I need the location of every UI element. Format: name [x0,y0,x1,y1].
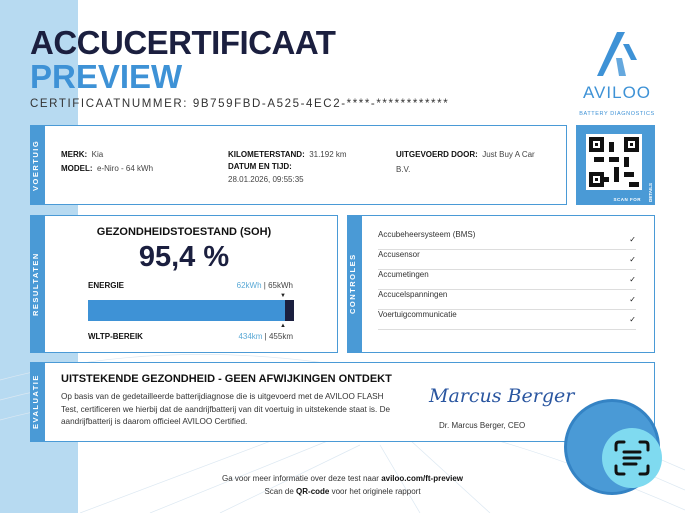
evaluation-text: Op basis van de gedetailleerde batterijd… [61,392,391,426]
merk-label: MERK: [61,150,88,159]
energy-separator: | [261,281,269,290]
logo-mark-icon [597,32,637,76]
soh-value: 95,4 % [138,241,230,273]
check-icon: ✓ [629,255,636,264]
range-nominal: 455km [268,332,293,341]
km-label: KILOMETERSTAND: [228,150,305,159]
certificate-title: ACCUCERTIFICAAT [30,24,336,61]
footer-qr-label: QR-code [296,487,330,496]
certificate-number: CERTIFICAATNUMMER: 9B759FBD-A525-4EC2-**… [30,98,450,110]
qr-code-icon [589,137,639,187]
footer-line-1: Ga voor meer informatie over deze test n… [0,474,685,483]
energy-label: ENERGIE [88,281,125,290]
signer-name: Dr. Marcus Berger, CEO [439,421,526,430]
aviloo-logo: AVILOO BATTERY DIAGNOSTICS [578,32,656,117]
logo-wordmark: AVILOO [582,83,652,102]
model-label: MODEL: [61,164,93,173]
range-separator: | [262,332,269,341]
control-item: Accucelspanningen ✓ [378,290,636,310]
control-label: Accusensor [378,250,420,259]
performed-by-value: Just Buy A Car B.V. [396,150,535,174]
soh-heading: GEZONDHEIDSTOESTAND (SOH) [96,226,272,238]
date-value: 28.01.2026, 09:55:35 [228,175,304,184]
controls-tag: CONTROLES [348,216,362,352]
energy-bar-fill [88,300,285,321]
model-value: e-Niro - 64 kWh [97,164,154,173]
merk-value: Kia [91,150,104,159]
vehicle-tag: VOERTUIG [31,126,45,204]
control-item: Voertuigcommunicatie ✓ [378,310,636,330]
evaluation-heading: UITSTEKENDE GEZONDHEID - GEEN AFWIJKINGE… [61,373,392,385]
km-value: 31.192 km [309,150,347,159]
control-label: Accumetingen [378,270,429,279]
check-icon: ✓ [629,295,636,304]
control-item: Accusensor ✓ [378,250,636,270]
control-item: Accubeheersysteem (BMS) ✓ [378,230,636,250]
control-label: Accubeheersysteem (BMS) [378,230,476,239]
evaluation-section: EVALUATIE UITSTEKENDE GEZONDHEID - GEEN … [30,362,655,442]
scan-text-button[interactable] [602,428,662,488]
certificate-subtitle: PREVIEW [30,58,183,95]
results-section: RESULTATEN GEZONDHEIDSTOESTAND (SOH) 95,… [30,215,338,353]
performed-by-label: UITGEVOERD DOOR: [396,150,478,159]
range-current: 434km [238,332,263,341]
footer-text-3: voor het originele rapport [329,487,421,496]
range-label: WLTP-BEREIK [88,332,143,341]
marker-down-icon: ▼ [280,293,286,299]
energy-bar [88,300,294,321]
energy-current: 62kWh [236,281,262,290]
control-item: Accumetingen ✓ [378,270,636,290]
evaluation-tag: EVALUATIE [31,363,45,441]
date-label: DATUM EN TIJD: [228,162,292,171]
signature: Marcus Berger [429,385,575,407]
scan-label: SCAN FOR [613,197,641,202]
check-icon: ✓ [629,275,636,284]
controls-section: CONTROLES Accubeheersysteem (BMS) ✓ Accuse… [347,215,655,353]
footer-line-2: Scan de QR-code voor het originele rappo… [0,487,685,496]
scan-text-icon [614,440,650,476]
footer-text: Ga voor meer informatie over deze test n… [222,474,382,483]
control-label: Accucelspanningen [378,290,448,299]
footer-link[interactable]: aviloo.com/ft-preview [381,474,463,483]
qr-code-panel[interactable]: SCAN FOR DETAILS [576,125,655,205]
logo-tagline: BATTERY DIAGNOSTICS [579,111,655,117]
details-label: DETAILS [648,183,653,202]
check-icon: ✓ [629,235,636,244]
control-label: Voertuigcommunicatie [378,310,457,319]
footer-text-2: Scan de [264,487,297,496]
energy-nominal: 65kWh [268,281,293,290]
marker-up-icon: ▲ [280,323,286,329]
check-icon: ✓ [629,315,636,324]
vehicle-section: VOERTUIG MERK: Kia MODEL: e-Niro - 64 kW… [30,125,567,205]
